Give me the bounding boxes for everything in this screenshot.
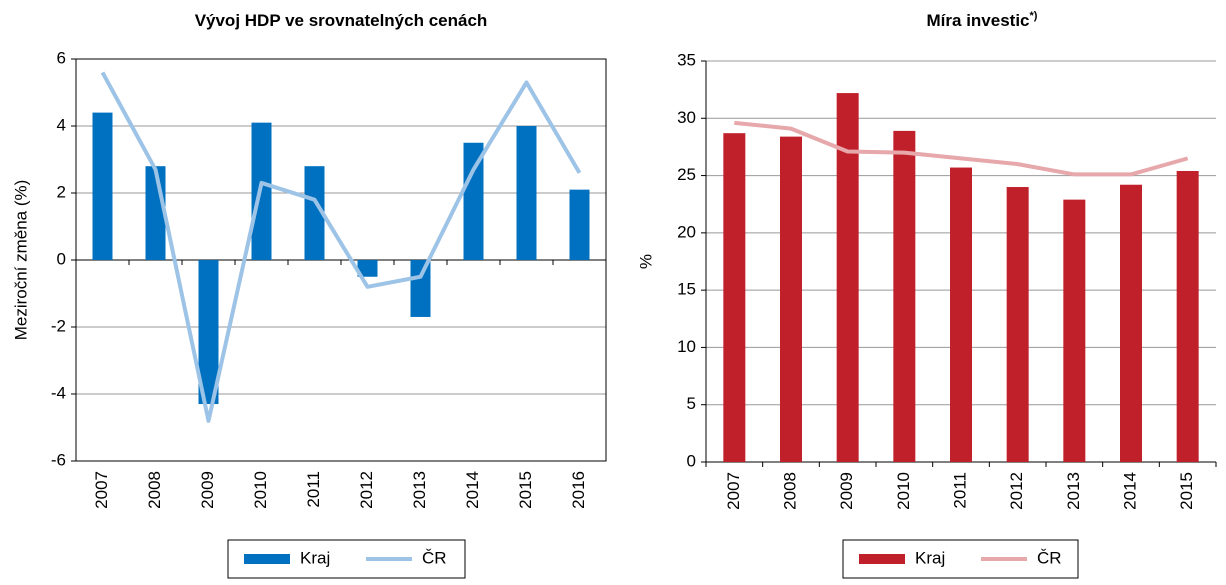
y-tick-label: 25 <box>677 165 696 184</box>
y-tick-label: 4 <box>57 115 66 134</box>
chart-title: Míra investic*) <box>927 10 1038 31</box>
bar <box>145 166 166 260</box>
x-tick-label: 2009 <box>198 471 217 509</box>
bar <box>1006 187 1029 462</box>
line <box>734 120 1189 177</box>
y-tick-label: 30 <box>677 108 696 127</box>
x-tick-label: 2008 <box>780 472 799 510</box>
legend-swatch <box>859 554 905 564</box>
x-tick-label: 2012 <box>357 471 376 509</box>
title-text: Vývoj HDP ve srovnatelných cenách <box>195 11 488 30</box>
y-tick-label: 35 <box>677 50 696 69</box>
y-tick-label: -6 <box>51 450 66 469</box>
y-tick-label: 0 <box>57 249 66 268</box>
y-tick-label: 15 <box>677 280 696 299</box>
bar <box>950 167 972 462</box>
bar <box>780 136 802 463</box>
x-tick-label: 2014 <box>463 471 482 509</box>
title-text: Míra investic <box>927 11 1030 30</box>
bar <box>410 260 431 317</box>
x-tick-label: 2007 <box>92 471 111 509</box>
y-tick-label: 10 <box>677 337 696 356</box>
x-tick-label: 2013 <box>1064 472 1083 510</box>
x-tick-label: 2011 <box>950 472 969 509</box>
bar <box>304 166 325 260</box>
line <box>100 71 582 423</box>
legend-label: Kraj <box>300 548 330 567</box>
y-tick-label: 0 <box>687 451 696 470</box>
legend-label: ČR <box>1037 548 1062 567</box>
legend-swatch <box>244 554 290 564</box>
legend-label: Kraj <box>915 548 945 567</box>
y-tick-label: -4 <box>51 383 66 402</box>
x-tick-label: 2010 <box>894 472 913 510</box>
bar <box>92 112 113 260</box>
bar <box>893 130 916 463</box>
chart-title: Vývoj HDP ve srovnatelných cenách <box>195 11 488 30</box>
bar <box>723 133 746 462</box>
bar <box>569 189 590 260</box>
legend-label: ČR <box>422 548 447 567</box>
y-tick-label: 6 <box>57 48 66 67</box>
bar <box>836 93 859 462</box>
bar <box>1176 170 1199 462</box>
x-tick-label: 2015 <box>516 471 535 509</box>
bar <box>357 260 378 277</box>
bar <box>198 260 219 405</box>
title-note: *) <box>1030 10 1038 22</box>
y-axis-label: % <box>636 254 655 269</box>
x-tick-label: 2008 <box>145 471 164 509</box>
y-tick-label: 5 <box>687 394 696 413</box>
bar <box>1120 184 1142 463</box>
x-tick-label: 2010 <box>251 471 270 509</box>
x-tick-label: 2014 <box>1120 472 1139 510</box>
x-tick-label: 2013 <box>410 471 429 509</box>
x-tick-label: 2015 <box>1177 472 1196 510</box>
x-tick-label: 2007 <box>724 472 743 510</box>
y-axis-label: Meziroční změna (%) <box>11 180 30 341</box>
y-tick-label: 20 <box>677 222 696 241</box>
x-tick-label: 2016 <box>569 471 588 509</box>
y-tick-label: 2 <box>57 182 66 201</box>
x-tick-label: 2009 <box>837 472 856 510</box>
x-tick-label: 2011 <box>304 471 323 508</box>
bar <box>463 142 484 260</box>
y-tick-label: -2 <box>51 316 66 335</box>
bar <box>516 126 537 260</box>
x-tick-label: 2012 <box>1007 472 1026 510</box>
bar <box>1063 199 1086 463</box>
